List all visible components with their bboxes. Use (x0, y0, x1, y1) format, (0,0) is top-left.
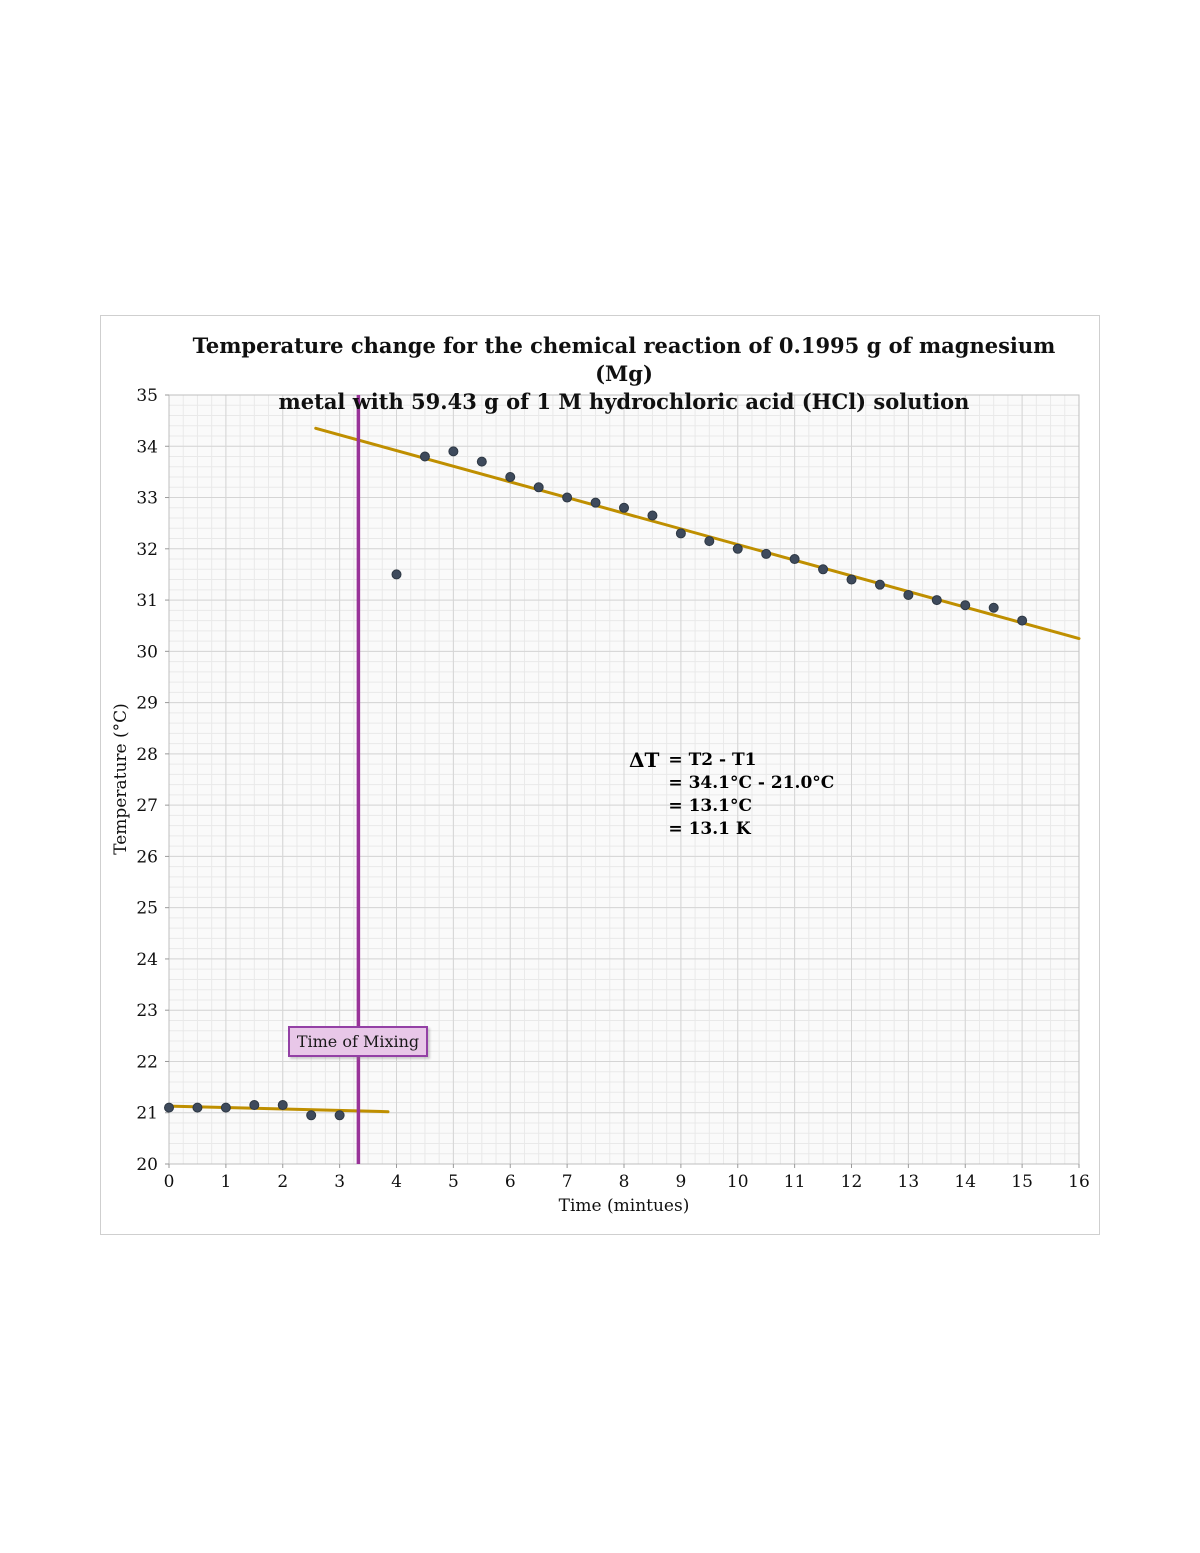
y-tick-label: 23 (136, 1001, 158, 1021)
chart-frame: Temperature change for the chemical reac… (100, 315, 1100, 1235)
x-tick-label: 10 (727, 1172, 749, 1192)
y-tick-label: 34 (136, 437, 158, 457)
data-point (874, 579, 885, 590)
x-tick-label: 13 (898, 1172, 920, 1192)
chart-title-line1: Temperature change for the chemical reac… (192, 333, 1056, 386)
data-point (391, 569, 402, 580)
y-tick-label: 30 (136, 642, 158, 662)
data-point (988, 602, 999, 613)
y-tick-label: 33 (136, 489, 158, 509)
data-point (419, 451, 430, 462)
data-point (164, 1102, 174, 1113)
delta-t-annotation: ΔT = T2 - T1 = 34.1°C - 21.0°C = 13.1°C … (629, 749, 834, 841)
x-tick-label: 11 (784, 1172, 806, 1192)
y-tick-label: 20 (136, 1155, 158, 1175)
x-tick-label: 1 (220, 1172, 231, 1192)
data-point (619, 502, 629, 513)
data-point (562, 492, 573, 503)
delta-t-lines: = T2 - T1 = 34.1°C - 21.0°C = 13.1°C = 1… (668, 749, 834, 841)
y-tick-label: 35 (136, 386, 158, 406)
data-point (533, 482, 544, 493)
y-tick-label: 22 (136, 1052, 158, 1072)
y-tick-label: 24 (136, 950, 158, 970)
y-tick-label: 27 (136, 796, 158, 816)
y-tick-label: 32 (136, 540, 158, 560)
data-point (789, 554, 800, 565)
y-tick-label: 29 (136, 694, 158, 714)
data-point (732, 543, 743, 554)
x-tick-label: 16 (1068, 1172, 1090, 1192)
y-tick-label: 21 (136, 1104, 158, 1124)
x-tick-label: 9 (675, 1172, 686, 1192)
data-point (277, 1100, 288, 1111)
x-tick-label: 7 (562, 1172, 573, 1192)
data-point (846, 574, 857, 585)
delta-t-line-1: = T2 - T1 (668, 750, 757, 770)
data-point (476, 456, 487, 467)
data-point (675, 528, 686, 539)
data-point (590, 497, 601, 508)
x-tick-label: 14 (954, 1172, 976, 1192)
delta-t-line-2: = 34.1°C - 21.0°C (668, 773, 835, 793)
y-axis-label: Temperature (°C) (111, 703, 131, 855)
trendline (314, 426, 1081, 641)
delta-t-line-4: = 13.1 K (668, 819, 751, 839)
x-tick-label: 15 (1011, 1172, 1033, 1192)
x-tick-label: 2 (277, 1172, 288, 1192)
data-point (818, 564, 829, 575)
delta-t-symbol: ΔT (629, 748, 660, 772)
y-tick-label: 28 (136, 745, 158, 765)
delta-t-line-3: = 13.1°C (668, 796, 753, 816)
y-tick-label: 26 (136, 847, 158, 867)
y-tick-label: 25 (136, 899, 158, 919)
chart-title: Temperature change for the chemical reac… (169, 332, 1079, 416)
time-of-mixing-text: Time of Mixing (296, 1032, 420, 1051)
data-point (647, 510, 658, 521)
x-tick-label: 6 (505, 1172, 516, 1192)
data-point (960, 600, 971, 611)
data-point (761, 548, 772, 559)
data-point (249, 1100, 260, 1111)
data-point (1017, 615, 1028, 626)
x-tick-label: 3 (334, 1172, 345, 1192)
x-axis-label: Time (mintues) (558, 1196, 690, 1216)
scatter-plot: 0 1 2 3 4 5 6 7 8 9 10 11 12 13 14 15 162021222324252627… (136, 386, 1090, 1192)
data-point (903, 589, 914, 600)
data-point (505, 472, 516, 483)
data-point (704, 536, 715, 547)
x-tick-label: 0 (164, 1172, 175, 1192)
x-tick-label: 4 (391, 1172, 402, 1192)
trendline (167, 1104, 390, 1114)
data-point (192, 1102, 203, 1113)
data-point (334, 1110, 345, 1121)
x-tick-label: 8 (619, 1172, 630, 1192)
y-tick-label: 31 (136, 591, 158, 611)
chart-title-line2: metal with 59.43 g of 1 M hydrochloric a… (278, 389, 970, 414)
data-point (220, 1102, 231, 1113)
data-point (448, 446, 459, 457)
time-of-mixing-label: Time of Mixing (288, 1026, 428, 1057)
data-point (306, 1110, 317, 1121)
x-tick-label: 12 (841, 1172, 863, 1192)
x-tick-label: 5 (448, 1172, 459, 1192)
data-point (931, 595, 942, 606)
